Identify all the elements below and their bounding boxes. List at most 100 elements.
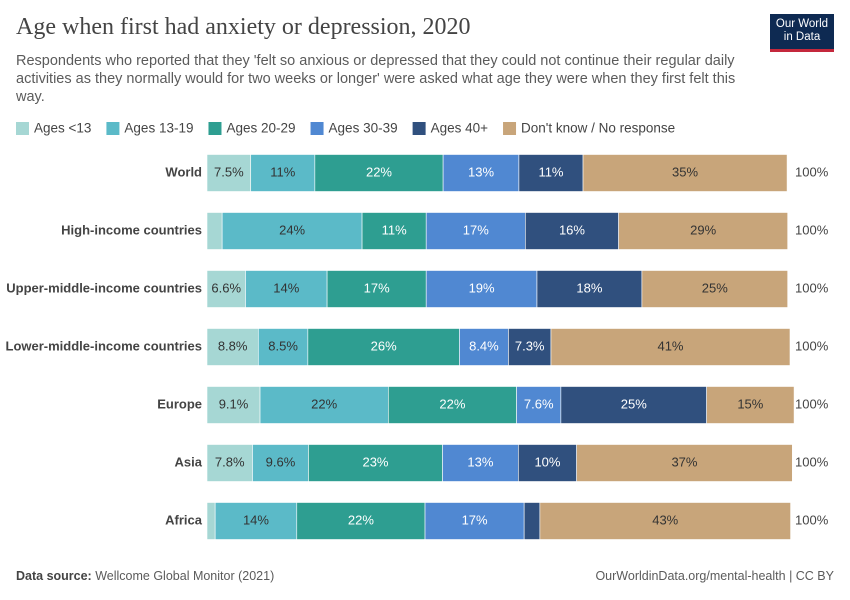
legend-swatch (208, 122, 222, 135)
value-label: 41% (657, 338, 683, 353)
value-label: 24% (279, 222, 305, 237)
legend-label: Don't know / No response (521, 121, 675, 136)
value-label: 6.6% (211, 280, 241, 295)
bar-segment (582, 154, 788, 192)
total-label: 100% (795, 164, 829, 179)
legend-label: Ages 40+ (431, 121, 489, 136)
legend-swatch (16, 122, 29, 135)
bar-segment (361, 212, 427, 250)
legend-swatch (106, 122, 120, 135)
value-label: 43% (652, 512, 678, 527)
value-label: 13% (467, 454, 493, 469)
value-label: 18% (576, 280, 602, 295)
total-label: 100% (795, 280, 829, 295)
bar-segment (206, 386, 261, 424)
total-label: 100% (795, 338, 829, 353)
bar-segment (442, 154, 520, 192)
value-label: 25% (621, 396, 647, 411)
value-label: 8.5% (268, 338, 298, 353)
category-label: Europe (157, 396, 202, 411)
bar-segment (618, 212, 788, 250)
bar-segment (206, 502, 216, 540)
value-label: 15% (737, 396, 763, 411)
total-label: 100% (795, 512, 829, 527)
value-label: 11% (538, 164, 563, 179)
category-label: Upper-middle-income countries (6, 280, 202, 295)
value-label: 19% (469, 280, 495, 295)
value-label: 22% (348, 512, 374, 527)
bar-segment (314, 154, 444, 192)
value-label: 22% (311, 396, 337, 411)
value-label: 11% (382, 222, 407, 237)
value-label: 7.3% (515, 338, 545, 353)
legend-swatch (412, 122, 426, 135)
bar-segment (706, 386, 795, 424)
legend-label: Ages 13-19 (124, 121, 193, 136)
logo[interactable]: Our World in Data (770, 14, 834, 52)
bar-segment (214, 502, 298, 540)
value-label: 35% (672, 164, 698, 179)
value-label: 23% (362, 454, 388, 469)
credit[interactable]: OurWorldinData.org/mental-health | CC BY (595, 569, 834, 583)
bar-segment (442, 444, 519, 482)
bar-segment (424, 502, 525, 540)
bar-segment (508, 328, 552, 366)
value-label: 10% (534, 454, 560, 469)
bar-segment (308, 444, 443, 482)
category-label: Lower-middle-income countries (6, 338, 202, 353)
bar-segment (539, 502, 791, 540)
bar-segment (523, 502, 541, 540)
legend-label: Ages 30-39 (329, 121, 398, 136)
value-label: 17% (364, 280, 390, 295)
bar-segment (518, 444, 577, 482)
bar-segment (641, 270, 788, 308)
bar-segment (459, 328, 509, 366)
value-label: 7.8% (215, 454, 245, 469)
bar-segment (250, 154, 316, 192)
source-note: Data source: Wellcome Global Monitor (20… (16, 569, 274, 583)
bar-segment (245, 270, 328, 308)
value-label: 7.6% (524, 396, 554, 411)
value-label: 11% (270, 164, 295, 179)
category-label: High-income countries (61, 222, 202, 237)
bar-segment (525, 212, 619, 250)
source-label: Data source: (16, 569, 92, 583)
bar-segment (425, 212, 526, 250)
legend-label: Ages 20-29 (226, 121, 295, 136)
bar-segment (206, 444, 253, 482)
value-label: 29% (690, 222, 716, 237)
value-label: 22% (366, 164, 392, 179)
bar-segment (206, 270, 246, 308)
value-label: 17% (462, 512, 488, 527)
source: Wellcome Global Monitor (2021) (95, 569, 275, 583)
legend-swatch (503, 122, 517, 135)
bar-segment (550, 328, 791, 366)
category-label: World (165, 164, 202, 179)
total-label: 100% (795, 222, 829, 237)
bar-segment (560, 386, 707, 424)
bar-segment (296, 502, 426, 540)
category-label: Africa (165, 512, 203, 527)
chart-subtitle: Respondents who reported that they 'felt… (16, 53, 736, 105)
legend-label: Ages <13 (34, 121, 91, 136)
bar-segment (516, 386, 562, 424)
value-label: 37% (671, 454, 697, 469)
bar-segment (259, 386, 389, 424)
value-label: 22% (439, 396, 465, 411)
value-label: 8.4% (469, 338, 499, 353)
total-label: 100% (795, 396, 829, 411)
bar-segment (307, 328, 460, 366)
bar-segment (326, 270, 427, 308)
bar-segment (576, 444, 793, 482)
value-label: 17% (463, 222, 489, 237)
value-label: 25% (702, 280, 728, 295)
value-label: 26% (371, 338, 397, 353)
value-label: 7.5% (214, 164, 244, 179)
bar-segment (252, 444, 309, 482)
chart-title: Age when first had anxiety or depression… (16, 14, 471, 40)
bar-segment (206, 328, 259, 366)
value-label: 16% (559, 222, 585, 237)
value-label: 13% (468, 164, 494, 179)
